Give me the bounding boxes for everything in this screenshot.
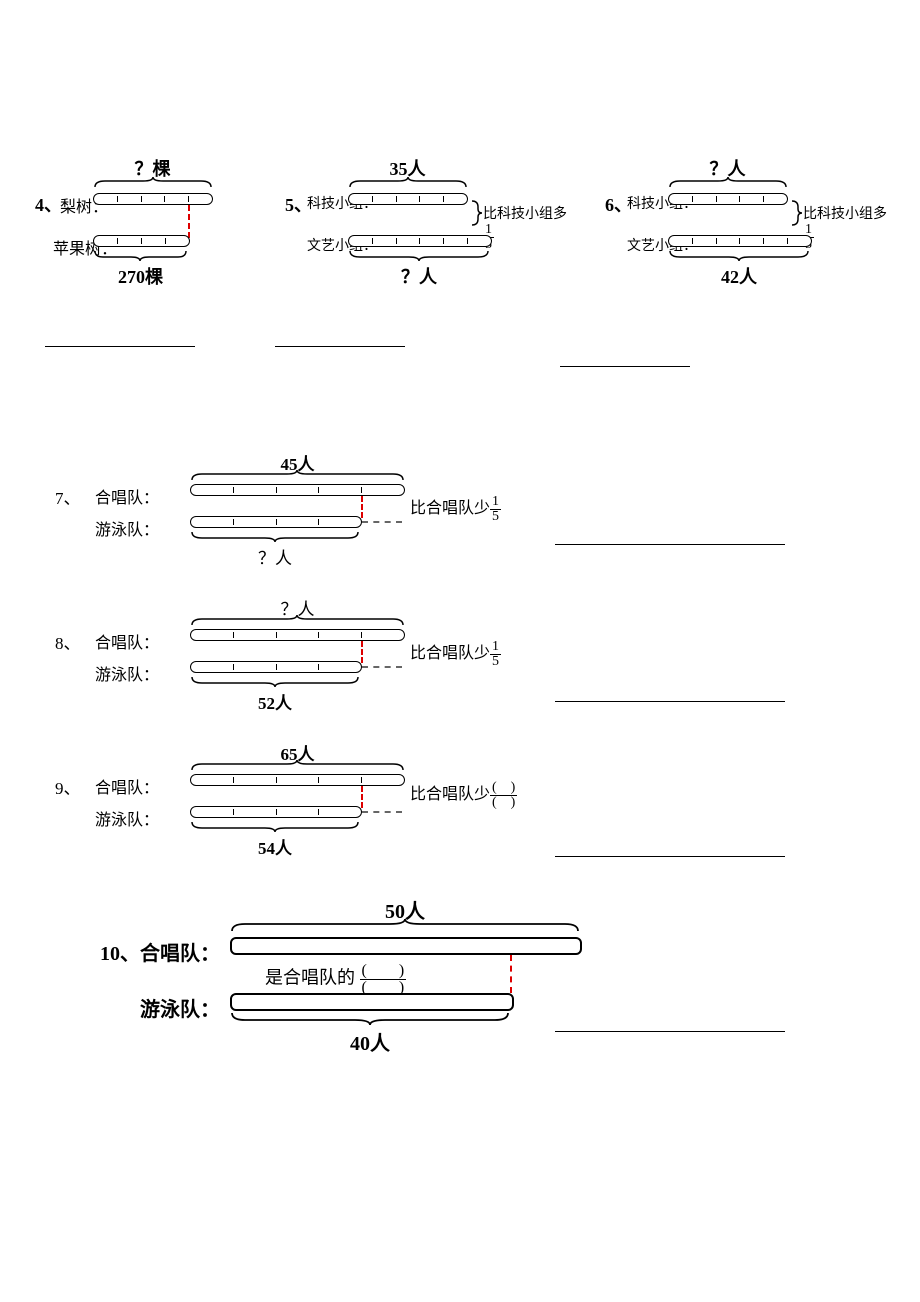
answer-line-5 <box>275 345 405 347</box>
row1-label: 合唱队： <box>95 774 159 798</box>
bot-value: 52人 <box>190 689 360 714</box>
brace-bot <box>190 820 360 832</box>
bot-value: 54人 <box>190 834 360 859</box>
side-label: 比合唱队少 <box>410 786 490 803</box>
side-label: 比科技小组多 <box>803 207 887 222</box>
brace-top <box>230 919 580 933</box>
side-label: 比科技小组多 <box>483 207 567 222</box>
side-text: 比合唱队少( )( ) <box>410 780 517 810</box>
problem-number: 8、 <box>55 629 81 654</box>
problem-number: 9、 <box>55 774 81 799</box>
answer-line-8 <box>555 700 785 702</box>
side-label: 比合唱队少 <box>410 645 490 662</box>
row1-label: 合唱队： <box>95 484 159 508</box>
side-text: 比合唱队少15 <box>410 494 501 524</box>
bot-value: 42人 <box>668 263 810 289</box>
brace-top <box>190 615 405 627</box>
answer-line-9 <box>555 855 785 857</box>
problem-number: 7、 <box>55 484 81 509</box>
answer-line-7 <box>555 543 785 545</box>
brace-top <box>348 177 468 189</box>
side-text: 是合唱队的 ( )( ) <box>265 963 406 996</box>
row2-label: 游泳队： <box>140 993 220 1022</box>
dash-line <box>188 205 190 238</box>
side-text: 比合唱队少15 <box>410 639 501 669</box>
row2-label: 游泳队： <box>95 661 159 685</box>
brace-top <box>668 177 788 189</box>
answer-line-6 <box>560 365 690 367</box>
problem-number: 4、 <box>35 191 62 217</box>
fraction: ( )( ) <box>490 781 517 810</box>
side-label: 是合唱队的 <box>265 968 355 988</box>
brace-bot <box>668 249 810 261</box>
bar-1 <box>190 484 405 496</box>
bar-1 <box>348 193 468 205</box>
brace-top <box>93 177 213 189</box>
bar-1 <box>668 193 788 205</box>
brace-bot <box>230 1011 510 1025</box>
brace-bot <box>93 249 188 261</box>
bar-2 <box>668 235 812 247</box>
brace-bot <box>190 530 360 542</box>
dash-ext <box>362 811 402 813</box>
bar-1 <box>230 937 582 955</box>
fraction: ( )( ) <box>360 963 407 996</box>
answer-line-4 <box>45 345 195 347</box>
fraction: 15 <box>490 495 501 524</box>
bot-value: ？人 <box>190 544 360 569</box>
bar-2 <box>348 235 492 247</box>
bar-2 <box>190 516 362 528</box>
dash-line <box>361 786 363 808</box>
bar-2 <box>190 806 362 818</box>
side-label: 比合唱队少 <box>410 500 490 517</box>
row1-label: 合唱队： <box>95 629 159 653</box>
dash-line <box>361 641 363 663</box>
row2-label: 游泳队： <box>95 516 159 540</box>
dash-line <box>510 955 512 993</box>
bar-2 <box>190 661 362 673</box>
answer-line-10 <box>555 1030 785 1032</box>
bot-value: 270棵 <box>93 263 188 289</box>
bot-value: 40人 <box>230 1027 510 1056</box>
row2-label: 游泳队： <box>95 806 159 830</box>
bar-2 <box>230 993 514 1011</box>
side-text: 比科技小组多15 <box>803 203 895 252</box>
dash-ext <box>362 521 402 523</box>
brace-bot <box>348 249 490 261</box>
bar-2 <box>93 235 190 247</box>
brace-top <box>190 760 405 772</box>
dash-ext <box>362 666 402 668</box>
brace-bot <box>190 675 360 687</box>
row1-label: 合唱队： <box>140 937 220 966</box>
fraction: 15 <box>490 640 501 669</box>
bar-1 <box>93 193 213 205</box>
bar-1 <box>190 629 405 641</box>
dash-line <box>361 496 363 518</box>
brace-top <box>190 470 405 482</box>
bar-1 <box>190 774 405 786</box>
problem-number: 10、 <box>100 937 140 966</box>
bot-value: ？人 <box>348 263 490 289</box>
side-text: 比科技小组多15 <box>483 203 575 252</box>
